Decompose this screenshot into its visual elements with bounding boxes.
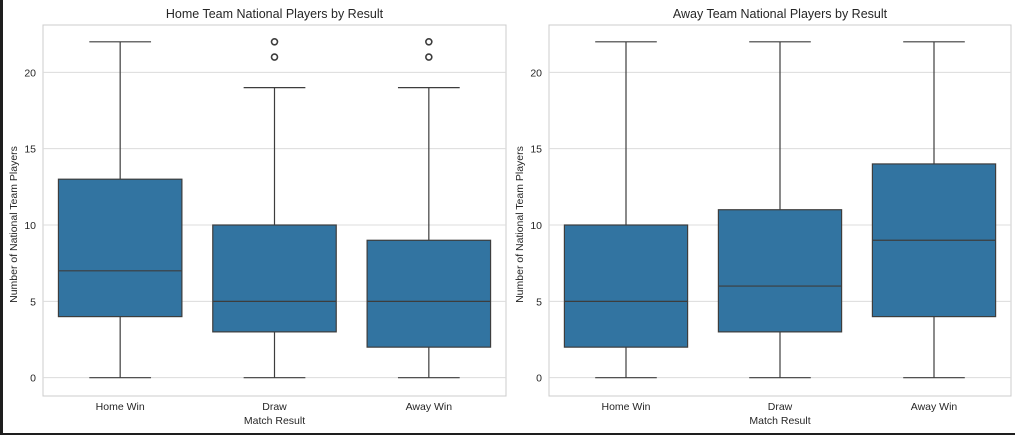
box-away-win <box>366 37 492 379</box>
outlier-point <box>270 37 279 46</box>
y-tick-label: 5 <box>536 296 542 308</box>
x-axis-label: Match Result <box>749 415 810 427</box>
iqr-box <box>212 224 337 333</box>
chart-title: Home Team National Players by Result <box>166 7 384 21</box>
box-home-win <box>563 41 689 379</box>
y-tick-label: 20 <box>530 67 542 79</box>
iqr-box <box>366 239 492 348</box>
y-axis-label: Number of National Team Players <box>514 146 526 303</box>
chart-canvas: 0 5 10 15 20 Home Win Draw Away Win Home Team Na… <box>8 7 1012 427</box>
chart-figure: 0 5 10 15 20 Home Win Draw Away Win Home Team Na… <box>3 0 1015 433</box>
x-tick-label: Away Win <box>406 401 453 413</box>
box-away-win <box>871 41 997 379</box>
y-tick-label: 10 <box>530 220 542 232</box>
iqr-box <box>563 224 689 348</box>
x-tick-label: Draw <box>262 401 287 413</box>
x-tick-label: Home Win <box>601 401 650 413</box>
x-tick-label: Home Win <box>96 401 145 413</box>
chart-panel-2: 0 5 10 15 20 Home Win Draw Away Win Away Team Na… <box>514 7 1012 427</box>
box-draw <box>212 37 337 379</box>
x-tick-label: Away Win <box>911 401 958 413</box>
y-tick-label: 0 <box>536 373 542 385</box>
outlier-point <box>270 53 279 61</box>
chart-title: Away Team National Players by Result <box>673 7 888 21</box>
x-tick-label: Draw <box>768 401 793 413</box>
y-axis-label: Number of National Team Players <box>8 146 20 303</box>
y-tick-label: 15 <box>530 144 542 156</box>
box-home-win <box>57 41 183 379</box>
y-tick-label: 5 <box>30 296 36 308</box>
y-tick-label: 10 <box>24 220 36 232</box>
outlier-point <box>425 53 433 61</box>
chart-panel-1: 0 5 10 15 20 Home Win Draw Away Win Home Team Na… <box>8 7 507 427</box>
y-tick-label: 0 <box>30 373 36 385</box>
iqr-box <box>717 209 843 333</box>
y-tick-label: 15 <box>24 144 36 156</box>
outlier-point <box>425 37 433 46</box>
iqr-box <box>57 178 183 318</box>
x-axis-label: Match Result <box>244 415 305 427</box>
box-draw <box>717 41 843 379</box>
y-tick-label: 20 <box>24 67 36 79</box>
